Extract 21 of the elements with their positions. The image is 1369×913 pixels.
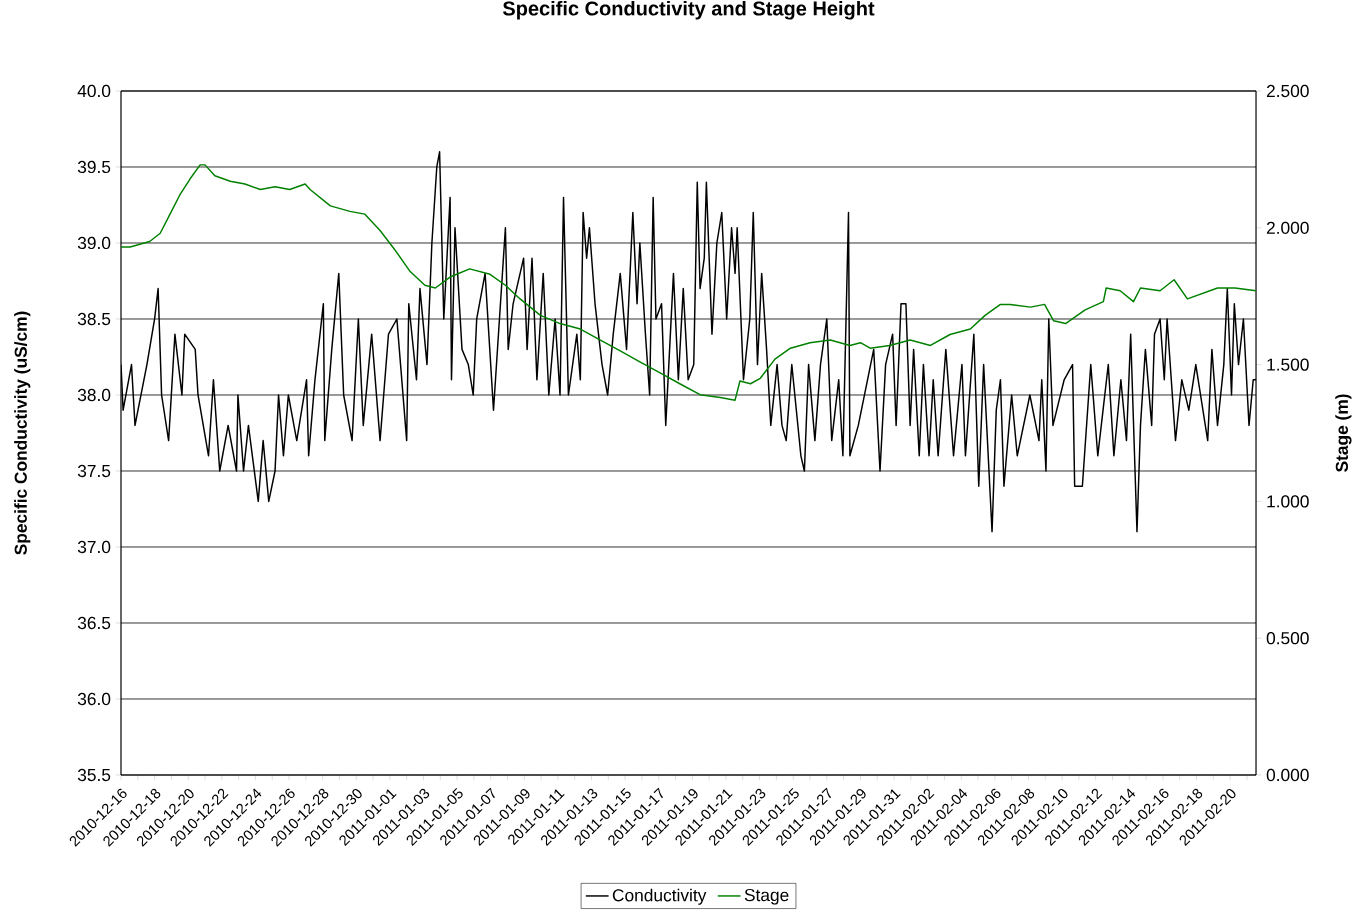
y2-tick-label: 1.000 — [1267, 495, 1309, 508]
legend-label: Conductivity — [612, 888, 707, 905]
y-tick-label: 36.0 — [77, 692, 111, 706]
y-tick-label: 37.5 — [77, 464, 111, 478]
y-tick-label: 38.5 — [77, 312, 111, 326]
y2-tick-label: 0.000 — [1266, 768, 1309, 782]
y-tick-label: 38.0 — [77, 388, 111, 402]
chart-title: Specific Conductivity and Stage Height — [502, 0, 875, 20]
y-axis-title: Specific Conductivity (uS/cm) — [14, 311, 31, 555]
y2-axis-title: Stage (m) — [1335, 394, 1352, 472]
y2-tick-label: 0.500 — [1266, 632, 1309, 645]
y2-tick-label: 2.500 — [1266, 84, 1309, 98]
y-tick-label: 37.0 — [77, 540, 111, 554]
legend-label: Stage — [744, 888, 789, 905]
y-tick-label: 39.0 — [77, 236, 111, 250]
y-tick-label: 40.0 — [77, 84, 111, 98]
y-tick-label: 36.5 — [77, 616, 111, 630]
y-tick-label: 39.5 — [77, 160, 111, 174]
y2-tick-label: 2.000 — [1266, 221, 1309, 234]
y-tick-label: 35.5 — [77, 768, 111, 782]
y2-tick-label: 1.500 — [1267, 358, 1309, 371]
